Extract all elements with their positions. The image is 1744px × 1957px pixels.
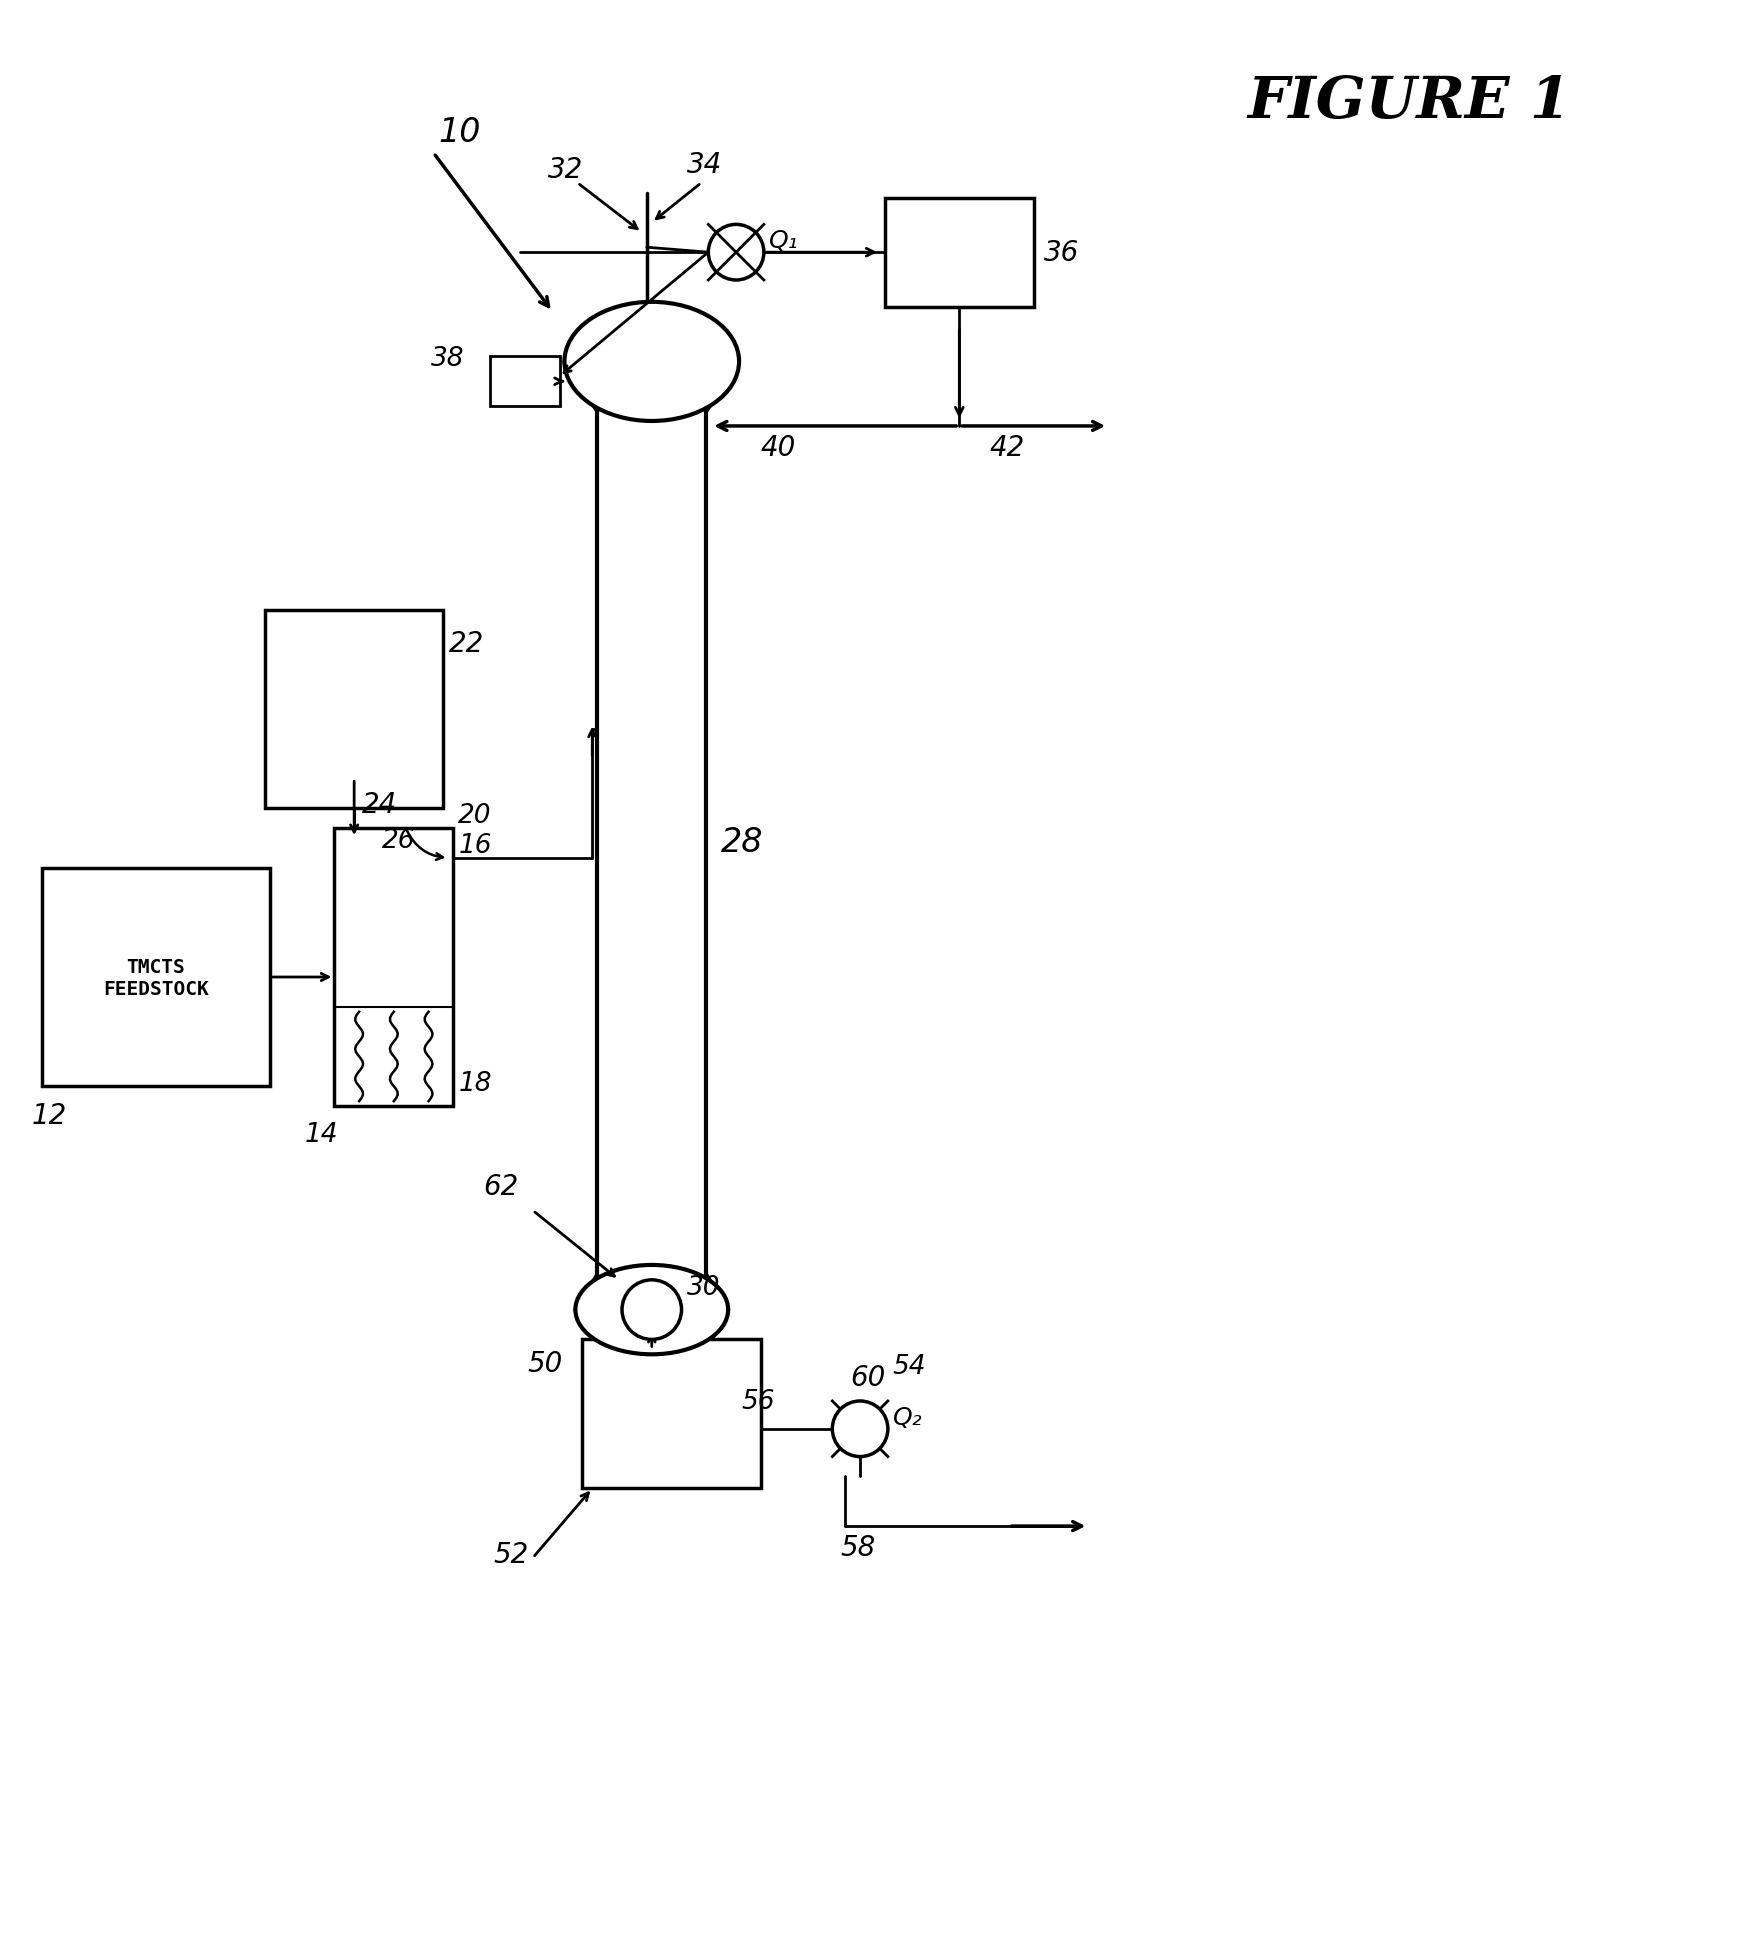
Text: 30: 30 xyxy=(687,1274,720,1299)
Text: 52: 52 xyxy=(494,1540,528,1568)
Text: Q₂: Q₂ xyxy=(893,1405,923,1429)
Bar xyxy=(335,828,453,1106)
Text: 10: 10 xyxy=(438,115,481,149)
Text: TMCTS
FEEDSTOCK: TMCTS FEEDSTOCK xyxy=(103,957,209,998)
Text: 54: 54 xyxy=(893,1354,926,1380)
Text: 60: 60 xyxy=(849,1364,886,1391)
Text: 40: 40 xyxy=(760,432,797,462)
Text: 22: 22 xyxy=(448,630,483,658)
Text: 14: 14 xyxy=(305,1121,338,1147)
Text: 16: 16 xyxy=(459,832,492,859)
Bar xyxy=(582,1341,760,1489)
Text: 32: 32 xyxy=(548,157,582,184)
Ellipse shape xyxy=(576,1266,729,1354)
Text: Q₁: Q₁ xyxy=(769,229,799,252)
Circle shape xyxy=(832,1401,888,1456)
Text: 36: 36 xyxy=(1043,239,1080,266)
Text: 34: 34 xyxy=(687,151,722,178)
Bar xyxy=(490,358,560,407)
Text: 56: 56 xyxy=(741,1388,774,1415)
Text: 18: 18 xyxy=(459,1070,492,1096)
Text: 20: 20 xyxy=(459,802,492,828)
Text: 38: 38 xyxy=(431,346,464,372)
Text: 12: 12 xyxy=(31,1102,66,1129)
Bar xyxy=(42,869,270,1086)
Bar xyxy=(265,611,443,808)
Text: 26: 26 xyxy=(382,828,415,853)
Text: 42: 42 xyxy=(989,432,1024,462)
Circle shape xyxy=(623,1280,682,1341)
Text: 62: 62 xyxy=(483,1172,518,1202)
Ellipse shape xyxy=(565,303,739,423)
Text: 28: 28 xyxy=(722,826,764,859)
Text: 24: 24 xyxy=(363,791,398,818)
Text: FIGURE 1: FIGURE 1 xyxy=(1247,74,1571,131)
Text: 58: 58 xyxy=(841,1532,875,1562)
Bar xyxy=(884,198,1034,307)
Text: 50: 50 xyxy=(528,1350,563,1378)
